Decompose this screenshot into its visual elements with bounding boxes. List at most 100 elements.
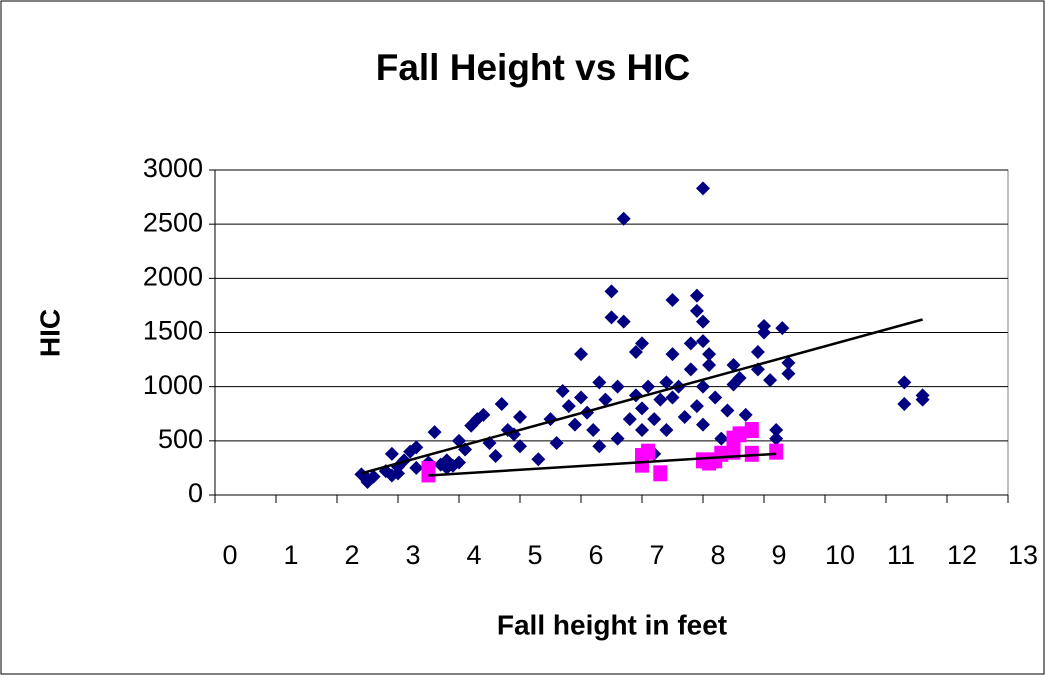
y-axis-label: HIC bbox=[34, 309, 65, 357]
x-tick-label: 6 bbox=[588, 540, 603, 570]
point bbox=[409, 440, 424, 455]
x-tick-label: 0 bbox=[222, 540, 237, 570]
x-tick-label: 1 bbox=[283, 540, 298, 570]
point bbox=[567, 417, 582, 432]
point bbox=[604, 284, 619, 299]
point bbox=[702, 347, 717, 362]
point bbox=[744, 445, 759, 462]
point bbox=[641, 443, 656, 460]
point bbox=[598, 392, 613, 407]
trendline bbox=[361, 318, 923, 475]
point bbox=[366, 469, 381, 484]
point bbox=[586, 423, 601, 437]
point bbox=[659, 375, 674, 390]
point bbox=[769, 423, 784, 437]
point bbox=[689, 399, 704, 414]
point bbox=[732, 371, 747, 385]
point bbox=[574, 347, 588, 362]
point bbox=[610, 379, 625, 394]
point bbox=[726, 358, 741, 372]
point bbox=[720, 403, 735, 418]
point bbox=[763, 373, 778, 388]
point bbox=[769, 431, 784, 446]
chart-title: Fall Height vs HIC bbox=[376, 47, 691, 88]
point bbox=[427, 425, 442, 440]
point bbox=[677, 410, 692, 424]
point bbox=[476, 407, 491, 422]
point bbox=[494, 397, 509, 411]
point bbox=[738, 407, 753, 422]
point bbox=[391, 466, 405, 481]
point bbox=[696, 379, 710, 394]
y-tick-label: 1500 bbox=[143, 316, 203, 346]
point bbox=[452, 455, 466, 470]
point bbox=[592, 375, 607, 390]
point bbox=[665, 390, 680, 405]
point bbox=[781, 355, 796, 370]
point bbox=[665, 347, 680, 362]
point bbox=[665, 293, 680, 307]
point bbox=[635, 336, 649, 351]
x-tick-label: 2 bbox=[344, 540, 359, 570]
point bbox=[775, 321, 790, 336]
point bbox=[653, 392, 668, 407]
point bbox=[750, 345, 765, 359]
point bbox=[635, 423, 649, 437]
point bbox=[622, 412, 637, 427]
point bbox=[513, 410, 527, 424]
point bbox=[610, 431, 625, 446]
point bbox=[574, 390, 588, 405]
point bbox=[616, 314, 631, 329]
point bbox=[696, 181, 710, 196]
point bbox=[897, 375, 912, 390]
trendline bbox=[428, 452, 777, 477]
point bbox=[689, 303, 704, 318]
y-tick-label: 3000 bbox=[143, 153, 203, 183]
point bbox=[683, 336, 698, 351]
point bbox=[769, 443, 784, 460]
x-tick-label: 3 bbox=[405, 540, 420, 570]
y-tick-label: 2000 bbox=[143, 261, 203, 291]
x-tick-label: 4 bbox=[466, 540, 481, 570]
x-tick-label: 8 bbox=[710, 540, 725, 570]
point bbox=[592, 439, 607, 454]
point bbox=[513, 439, 527, 454]
point bbox=[683, 362, 698, 377]
x-tick-label: 5 bbox=[527, 540, 542, 570]
point bbox=[708, 390, 723, 405]
point bbox=[561, 399, 576, 414]
point bbox=[488, 449, 503, 463]
point bbox=[531, 452, 546, 467]
x-axis-label: Fall height in feet bbox=[497, 609, 727, 640]
point bbox=[696, 334, 710, 349]
point bbox=[635, 401, 649, 416]
y-tick-label: 0 bbox=[188, 478, 203, 508]
x-tick-label: 7 bbox=[649, 540, 664, 570]
point bbox=[689, 288, 704, 303]
point bbox=[696, 314, 710, 329]
x-tick-label: 11 bbox=[887, 540, 915, 570]
point bbox=[555, 384, 570, 398]
point bbox=[915, 388, 930, 403]
point bbox=[744, 422, 759, 438]
point bbox=[659, 423, 674, 437]
point bbox=[647, 412, 662, 427]
x-tick-label: 13 bbox=[1008, 540, 1038, 570]
y-tick-label: 1000 bbox=[143, 370, 203, 400]
point bbox=[696, 417, 710, 432]
point bbox=[628, 345, 643, 359]
y-tick-label: 500 bbox=[158, 424, 203, 454]
point bbox=[641, 379, 656, 394]
point bbox=[549, 436, 564, 450]
point bbox=[616, 211, 631, 226]
point bbox=[714, 445, 729, 462]
point bbox=[702, 358, 717, 372]
point bbox=[409, 460, 424, 475]
point bbox=[897, 397, 912, 411]
point bbox=[384, 446, 399, 461]
x-tick-label: 9 bbox=[771, 540, 786, 570]
point bbox=[653, 465, 668, 482]
point bbox=[732, 426, 747, 443]
point bbox=[714, 431, 729, 446]
